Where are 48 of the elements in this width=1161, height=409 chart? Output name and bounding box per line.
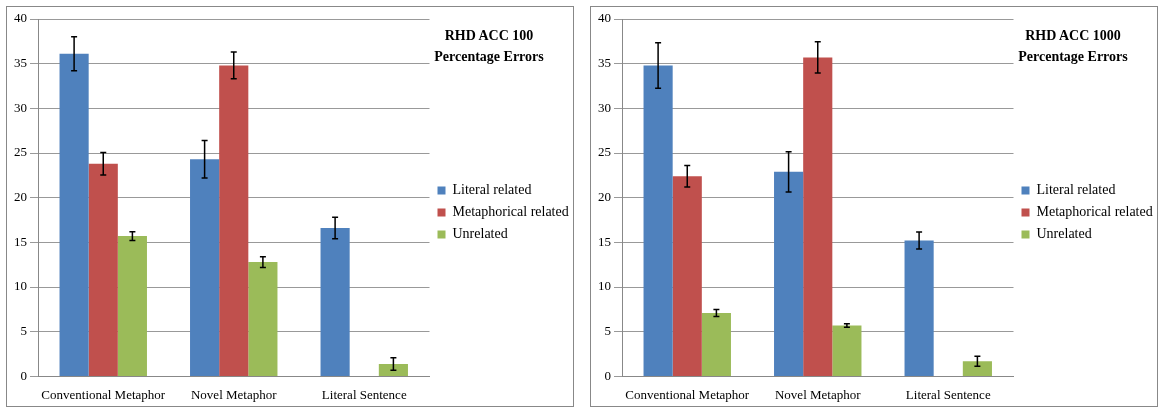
y-tick-label: 15 (14, 233, 27, 249)
text: RHD ACC 100 Percentage Errors (433, 27, 545, 66)
y-tick-label: 25 (14, 144, 27, 160)
bar (904, 240, 934, 376)
legend-label: Unrelated (1036, 226, 1092, 242)
bar (832, 325, 862, 376)
bar (88, 163, 118, 376)
y-tick-label: 10 (598, 278, 611, 294)
x-tick-label: Literal Sentence (321, 386, 407, 402)
y-tick-label: 40 (598, 10, 611, 26)
x-tick-label: Novel Metaphor (190, 386, 278, 402)
bar (701, 312, 731, 376)
x-tick-label: Conventional Metaphor (625, 386, 750, 402)
y-tick-label: 10 (14, 278, 27, 294)
y-tick-label: 0 (20, 367, 27, 383)
bar (320, 228, 350, 376)
text: RHD ACC 1000 Percentage Errors (1017, 27, 1129, 66)
bar (190, 159, 220, 376)
x-tick-label: Literal Sentence (905, 386, 991, 402)
bar (774, 171, 804, 376)
legend-label: Literal related (452, 182, 532, 198)
y-tick-label: 35 (14, 55, 27, 71)
y-tick-label: 25 (598, 144, 611, 160)
bar (219, 65, 249, 376)
legend-label: Literal related (1036, 182, 1116, 198)
bar (962, 361, 992, 376)
y-tick-label: 15 (598, 233, 611, 249)
bar (59, 53, 89, 376)
y-tick-label: 20 (14, 189, 27, 205)
legend-label: Metaphorical related (1036, 204, 1153, 220)
legend-label: Unrelated (452, 226, 508, 242)
y-tick-label: 5 (604, 323, 611, 339)
bar (117, 236, 147, 376)
bar (803, 57, 833, 376)
x-tick-label: Conventional Metaphor (41, 386, 166, 402)
y-tick-label: 20 (598, 189, 611, 205)
y-tick-label: 35 (598, 55, 611, 71)
y-tick-label: 30 (14, 99, 27, 115)
y-tick-label: 0 (604, 367, 611, 383)
y-tick-label: 30 (598, 99, 611, 115)
bar (672, 176, 702, 376)
bar (643, 65, 673, 376)
bar (248, 262, 278, 376)
y-tick-label: 5 (20, 323, 27, 339)
bar (378, 363, 408, 376)
x-tick-label: Novel Metaphor (774, 386, 862, 402)
legend-label: Metaphorical related (452, 204, 569, 220)
y-tick-label: 40 (14, 10, 27, 26)
